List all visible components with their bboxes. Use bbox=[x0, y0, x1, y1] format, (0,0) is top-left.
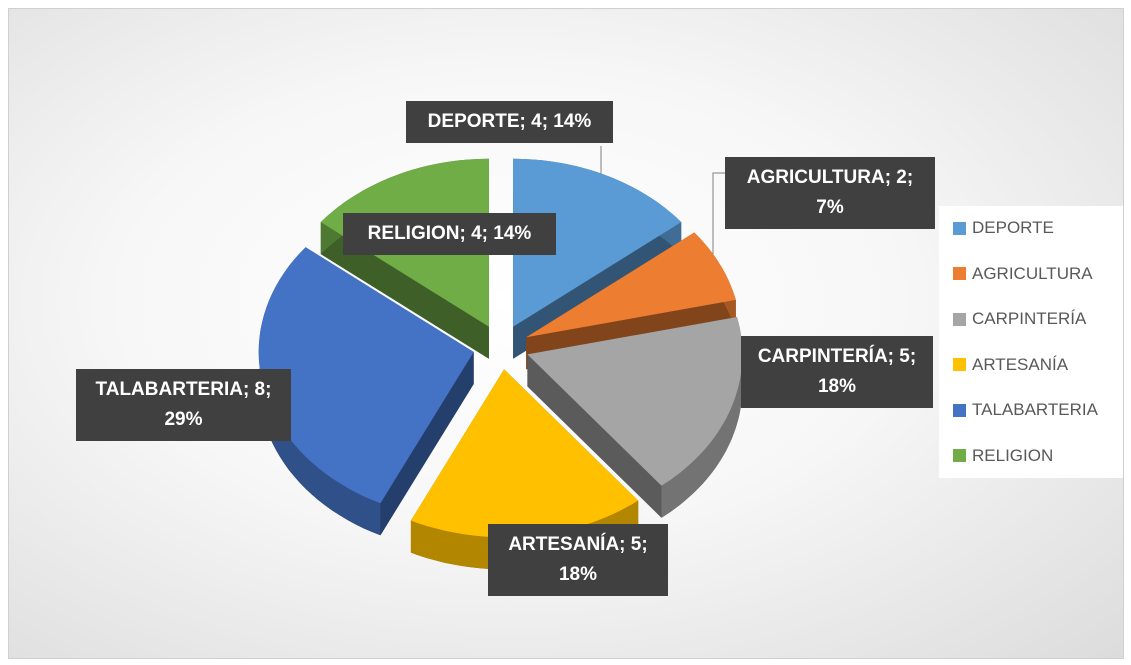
slice-top bbox=[513, 158, 682, 327]
data-label: RELIGION; 4; 14% bbox=[343, 213, 556, 255]
legend-swatch bbox=[953, 449, 966, 462]
slice bbox=[258, 247, 474, 536]
slice bbox=[527, 317, 743, 518]
legend-item: TALABARTERIA bbox=[953, 400, 1098, 420]
slice-top bbox=[526, 232, 736, 338]
pie-area bbox=[258, 146, 743, 570]
data-label: ARTESANÍA; 5; 18% bbox=[488, 524, 668, 596]
legend-item: RELIGION bbox=[953, 446, 1053, 466]
legend-label: CARPINTERÍA bbox=[972, 309, 1087, 328]
data-label: CARPINTERÍA; 5; 18% bbox=[741, 336, 933, 408]
legend-swatch bbox=[953, 312, 966, 326]
legend-label: TALABARTERIA bbox=[972, 400, 1098, 419]
slice-top bbox=[527, 317, 743, 486]
legend-label: AGRICULTURA bbox=[972, 263, 1093, 283]
slice-top bbox=[258, 247, 474, 504]
legend-label: RELIGION bbox=[972, 445, 1054, 465]
slice-top bbox=[410, 369, 639, 538]
slice-wall bbox=[527, 354, 662, 518]
legend-swatch bbox=[953, 267, 966, 280]
legend-item: AGRICULTURA bbox=[953, 264, 1093, 284]
legend-swatch bbox=[953, 221, 966, 235]
leader-line bbox=[712, 172, 725, 254]
data-label: AGRICULTURA; 2; 7% bbox=[725, 157, 935, 229]
legend-label: DEPORTE bbox=[972, 218, 1054, 237]
slice-side bbox=[258, 247, 381, 536]
legend-item: ARTESANÍA bbox=[953, 355, 1068, 375]
legend: DEPORTE AGRICULTURA CARPINTERÍA ARTESANÍA TA… bbox=[939, 206, 1123, 478]
legend-item: CARPINTERÍA bbox=[953, 309, 1086, 329]
legend-item: DEPORTE bbox=[953, 218, 1054, 238]
legend-label: ARTESANÍA bbox=[972, 354, 1069, 374]
legend-swatch bbox=[953, 358, 966, 371]
chart: DEPORTE; 4; 14% AGRICULTURA; 2; 7% CARPINT… bbox=[8, 8, 1124, 659]
slice-wall bbox=[320, 222, 489, 359]
data-label: DEPORTE; 4; 14% bbox=[406, 101, 613, 143]
slice-side bbox=[661, 317, 743, 518]
data-label: TALABARTERIA; 8; 29% bbox=[76, 369, 291, 441]
slice-wall bbox=[380, 352, 474, 536]
legend-swatch bbox=[953, 403, 966, 417]
